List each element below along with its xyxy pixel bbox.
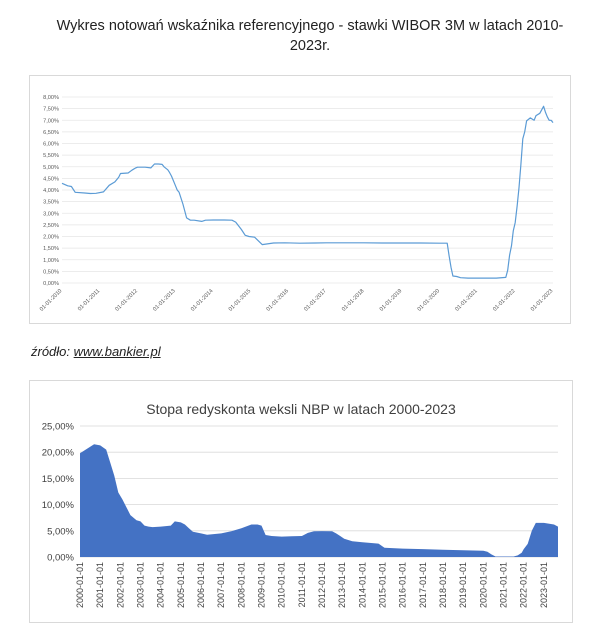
y-tick-label: 2,50% bbox=[43, 223, 59, 229]
y-tick-label: 5,00% bbox=[43, 165, 59, 171]
y-tick-label: 0,00% bbox=[43, 281, 59, 287]
y-tick-label: 7,50% bbox=[43, 107, 59, 113]
x-tick-label: 2019-01-01 bbox=[458, 562, 468, 608]
x-tick-label: 2009-01-01 bbox=[257, 562, 267, 608]
x-tick-label: 2020-01-01 bbox=[478, 562, 488, 608]
x-tick-label: 2023-01-01 bbox=[539, 562, 549, 608]
x-tick-label: 01-01-2014 bbox=[190, 288, 214, 312]
x-tick-label: 2005-01-01 bbox=[176, 562, 186, 608]
x-tick-label: 01-01-2010 bbox=[39, 288, 63, 312]
y-tick-label: 0,50% bbox=[43, 269, 59, 275]
y-tick-label: 8,00% bbox=[43, 95, 59, 101]
x-tick-label: 2010-01-01 bbox=[277, 562, 287, 608]
x-tick-label: 2013-01-01 bbox=[337, 562, 347, 608]
x-tick-label: 2012-01-01 bbox=[317, 562, 327, 608]
wibor-line-chart: 0,00% 0,50% 1,00% 1,50% 2,00% 2,50% 3,00% 3,50%… bbox=[39, 95, 554, 313]
source-label: źródło: bbox=[31, 344, 71, 359]
x-tick-label: 2007-01-01 bbox=[216, 562, 226, 608]
y-tick-label: 25,00% bbox=[42, 422, 75, 433]
y-tick-label: 4,50% bbox=[43, 176, 59, 182]
x-tick-label: 2011-01-01 bbox=[297, 562, 307, 607]
y-tick-label: 6,00% bbox=[43, 142, 59, 148]
x-tick-label: 01-01-2012 bbox=[114, 288, 138, 312]
y-tick-label: 5,00% bbox=[47, 526, 74, 537]
x-tick-label: 2014-01-01 bbox=[357, 562, 367, 608]
y-tick-label: 5,50% bbox=[43, 153, 59, 159]
y-tick-label: 3,50% bbox=[43, 200, 59, 206]
x-tick-label: 2004-01-01 bbox=[156, 562, 166, 608]
y-tick-label: 4,00% bbox=[43, 188, 59, 194]
y-tick-label: 20,00% bbox=[42, 448, 75, 459]
x-tick-label: 2021-01-01 bbox=[499, 562, 509, 608]
x-tick-label: 2001-01-01 bbox=[95, 562, 105, 608]
x-tick-label: 2000-01-01 bbox=[75, 562, 85, 608]
x-tick-label: 2018-01-01 bbox=[438, 562, 448, 608]
x-tick-label: 01-01-2021 bbox=[454, 288, 478, 312]
wibor-chart-panel: 0,00% 0,50% 1,00% 1,50% 2,00% 2,50% 3,00% 3,50%… bbox=[29, 75, 571, 324]
y-tick-label: 2,00% bbox=[43, 235, 59, 241]
y-tick-label: 3,00% bbox=[43, 211, 59, 217]
x-tick-label: 2008-01-01 bbox=[236, 562, 246, 608]
wibor-series-line bbox=[61, 105, 554, 279]
x-tick-label: 01-01-2016 bbox=[266, 288, 290, 312]
source-note: źródło: www.bankier.pl bbox=[31, 344, 161, 359]
y-tick-label: 15,00% bbox=[42, 474, 75, 485]
x-tick-label: 2016-01-01 bbox=[398, 562, 408, 608]
nbp-series-area bbox=[80, 444, 558, 557]
x-tick-label: 01-01-2011 bbox=[77, 288, 101, 312]
x-tick-label: 2015-01-01 bbox=[378, 562, 388, 608]
x-tick-label: 01-01-2022 bbox=[492, 288, 516, 312]
source-link[interactable]: www.bankier.pl bbox=[73, 344, 161, 359]
y-tick-label: 10,00% bbox=[42, 500, 75, 511]
x-tick-label: 2003-01-01 bbox=[136, 562, 146, 608]
x-tick-label: 01-01-2018 bbox=[341, 288, 365, 312]
x-tick-label: 01-01-2023 bbox=[530, 288, 554, 312]
document-title: Wykres notowań wskaźnika referencyjnego … bbox=[56, 18, 564, 54]
y-tick-label: 0,00% bbox=[47, 553, 74, 564]
y-tick-label: 1,00% bbox=[43, 258, 59, 264]
nbp-area-chart: Stopa redyskonta weksli NBP w latach 200… bbox=[42, 401, 558, 608]
y-tick-label: 6,50% bbox=[43, 130, 59, 136]
x-tick-label: 2022-01-01 bbox=[519, 562, 529, 608]
nbp-chart-panel: Stopa redyskonta weksli NBP w latach 200… bbox=[29, 380, 573, 623]
x-tick-label: 01-01-2013 bbox=[152, 288, 176, 312]
y-tick-label: 7,00% bbox=[43, 118, 59, 124]
x-tick-label: 01-01-2017 bbox=[303, 288, 327, 312]
x-tick-label: 2006-01-01 bbox=[196, 562, 206, 608]
x-tick-label: 01-01-2020 bbox=[417, 288, 441, 312]
x-tick-label: 01-01-2015 bbox=[228, 288, 252, 312]
x-tick-label: 01-01-2019 bbox=[379, 288, 403, 312]
y-tick-label: 1,50% bbox=[43, 246, 59, 252]
x-tick-label: 2002-01-01 bbox=[115, 562, 125, 608]
chart-title: Stopa redyskonta weksli NBP w latach 200… bbox=[146, 401, 456, 417]
x-tick-label: 2017-01-01 bbox=[418, 562, 428, 608]
